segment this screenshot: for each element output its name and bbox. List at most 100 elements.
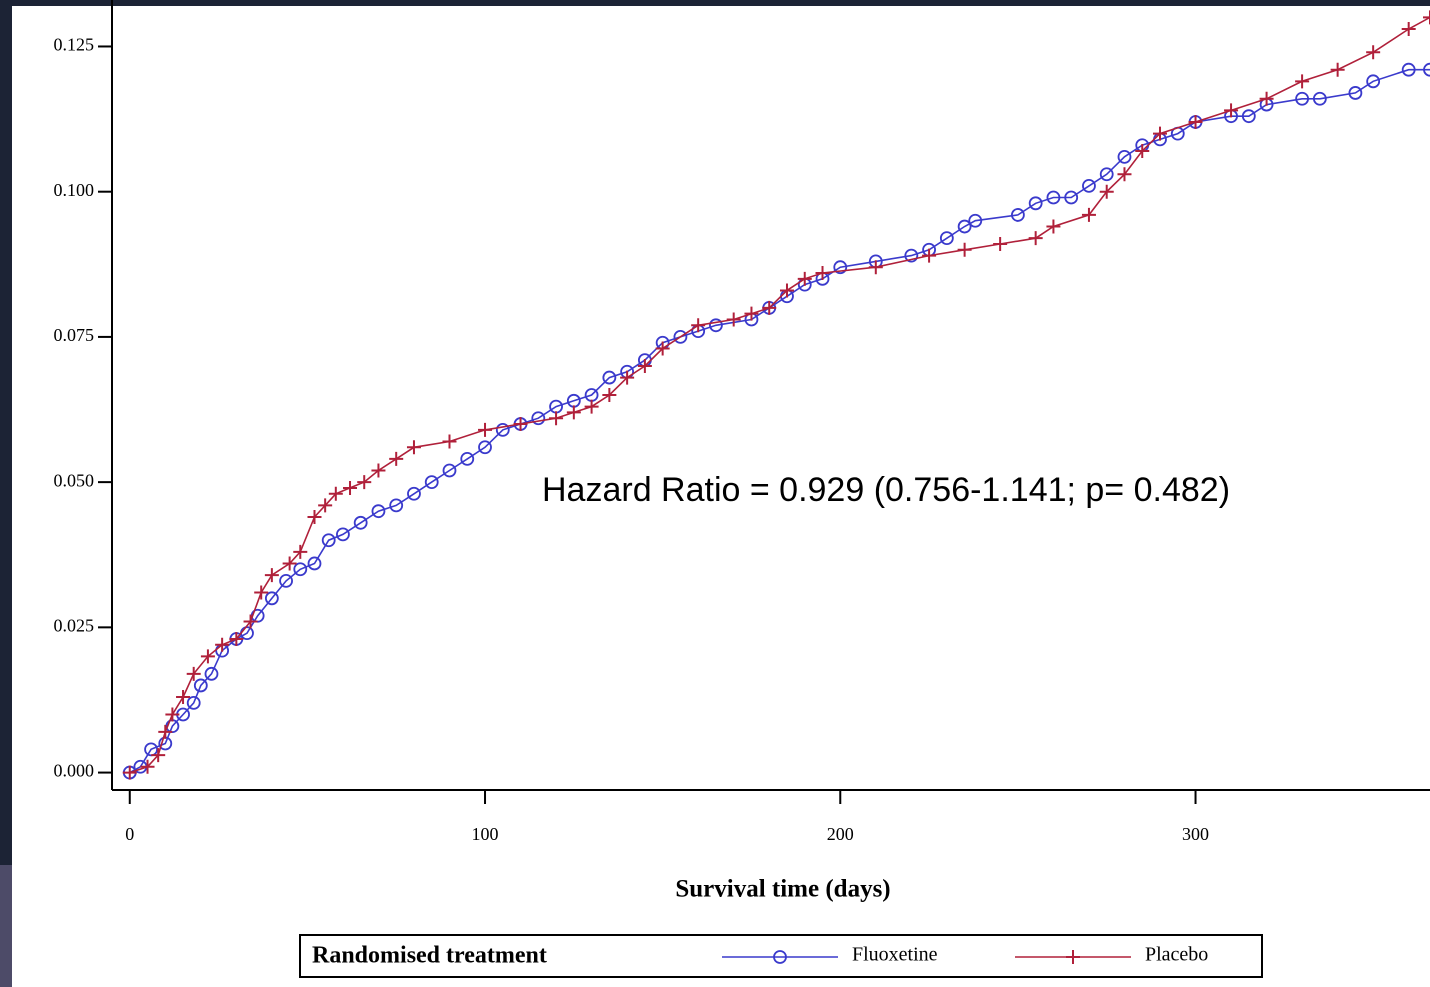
marker — [1259, 91, 1274, 106]
marker — [655, 341, 670, 356]
marker — [165, 707, 180, 722]
marker — [1028, 231, 1043, 246]
marker — [1295, 74, 1310, 89]
marker — [250, 608, 265, 623]
marker — [406, 440, 421, 455]
marker — [1081, 207, 1096, 222]
marker — [318, 498, 333, 513]
marker — [1064, 190, 1079, 205]
marker — [1153, 126, 1168, 141]
marker — [293, 562, 308, 577]
frame-left-bottom — [0, 865, 12, 987]
marker — [1366, 74, 1381, 89]
marker — [620, 370, 635, 385]
marker — [1046, 219, 1061, 234]
marker — [637, 358, 652, 373]
marker — [602, 370, 617, 385]
marker — [1188, 114, 1203, 129]
marker — [495, 422, 510, 437]
marker — [1099, 167, 1114, 182]
series-line — [129, 16, 1430, 774]
marker — [424, 475, 439, 490]
marker — [957, 219, 972, 234]
marker — [815, 266, 830, 281]
marker — [336, 527, 350, 542]
marker — [1423, 62, 1430, 77]
marker — [186, 666, 201, 681]
marker — [407, 486, 421, 501]
marker — [200, 649, 215, 664]
marker — [478, 440, 492, 455]
legend-box — [299, 934, 1263, 978]
x-tick-label: 100 — [472, 824, 499, 844]
marker — [968, 213, 983, 228]
marker — [307, 509, 322, 524]
marker — [279, 573, 293, 588]
marker — [371, 463, 386, 478]
marker — [293, 544, 308, 559]
marker — [122, 765, 137, 780]
marker — [144, 742, 158, 757]
marker — [957, 242, 972, 257]
marker — [328, 486, 343, 501]
marker — [389, 498, 404, 513]
y-tick-label: 0.050 — [54, 470, 95, 490]
marker — [673, 330, 688, 344]
marker — [254, 585, 269, 600]
marker — [478, 422, 493, 437]
marker — [1312, 91, 1327, 106]
marker — [1366, 45, 1381, 60]
marker — [264, 591, 279, 606]
x-tick-label: 200 — [827, 824, 854, 844]
legend-title: Randomised treatment — [312, 943, 547, 969]
y-tick-label: 0.100 — [54, 180, 95, 200]
marker — [993, 236, 1008, 251]
y-tick-label: 0.075 — [54, 325, 95, 345]
legend-label: Placebo — [1145, 944, 1208, 966]
marker — [762, 300, 777, 315]
marker — [176, 690, 191, 705]
marker — [1117, 149, 1132, 164]
annotation: Hazard Ratio = 0.929 (0.756-1.141; p= 0.… — [542, 471, 1230, 509]
marker — [1295, 91, 1310, 106]
marker — [744, 306, 759, 321]
marker — [264, 568, 279, 583]
marker — [566, 405, 581, 420]
marker — [371, 504, 386, 519]
legend-label: Fluoxetine — [852, 944, 938, 966]
marker — [1330, 62, 1345, 77]
marker — [691, 318, 706, 333]
marker — [193, 678, 208, 693]
marker — [833, 260, 848, 275]
marker — [904, 248, 919, 263]
marker — [353, 515, 368, 530]
marker — [1117, 167, 1132, 182]
marker — [1011, 208, 1025, 222]
marker — [357, 475, 372, 490]
marker — [1135, 144, 1150, 159]
marker — [389, 451, 404, 466]
marker — [243, 614, 258, 629]
y-tick-label: 0.125 — [54, 35, 95, 55]
frame-left — [0, 0, 12, 865]
x-tick-label: 0 — [125, 824, 134, 844]
marker — [1423, 10, 1430, 25]
marker — [1401, 22, 1416, 37]
frame-top — [0, 0, 1430, 6]
marker — [158, 724, 173, 739]
marker — [321, 533, 336, 548]
marker — [779, 283, 794, 298]
marker — [307, 556, 322, 571]
marker — [1348, 86, 1363, 100]
marker — [939, 231, 954, 246]
marker — [1099, 184, 1114, 199]
marker — [709, 318, 723, 333]
y-tick-label: 0.000 — [54, 761, 95, 781]
marker — [442, 463, 457, 478]
marker — [584, 399, 599, 414]
marker — [922, 248, 937, 263]
marker — [1046, 190, 1061, 205]
marker — [204, 666, 219, 681]
x-tick-label: 300 — [1182, 824, 1209, 844]
